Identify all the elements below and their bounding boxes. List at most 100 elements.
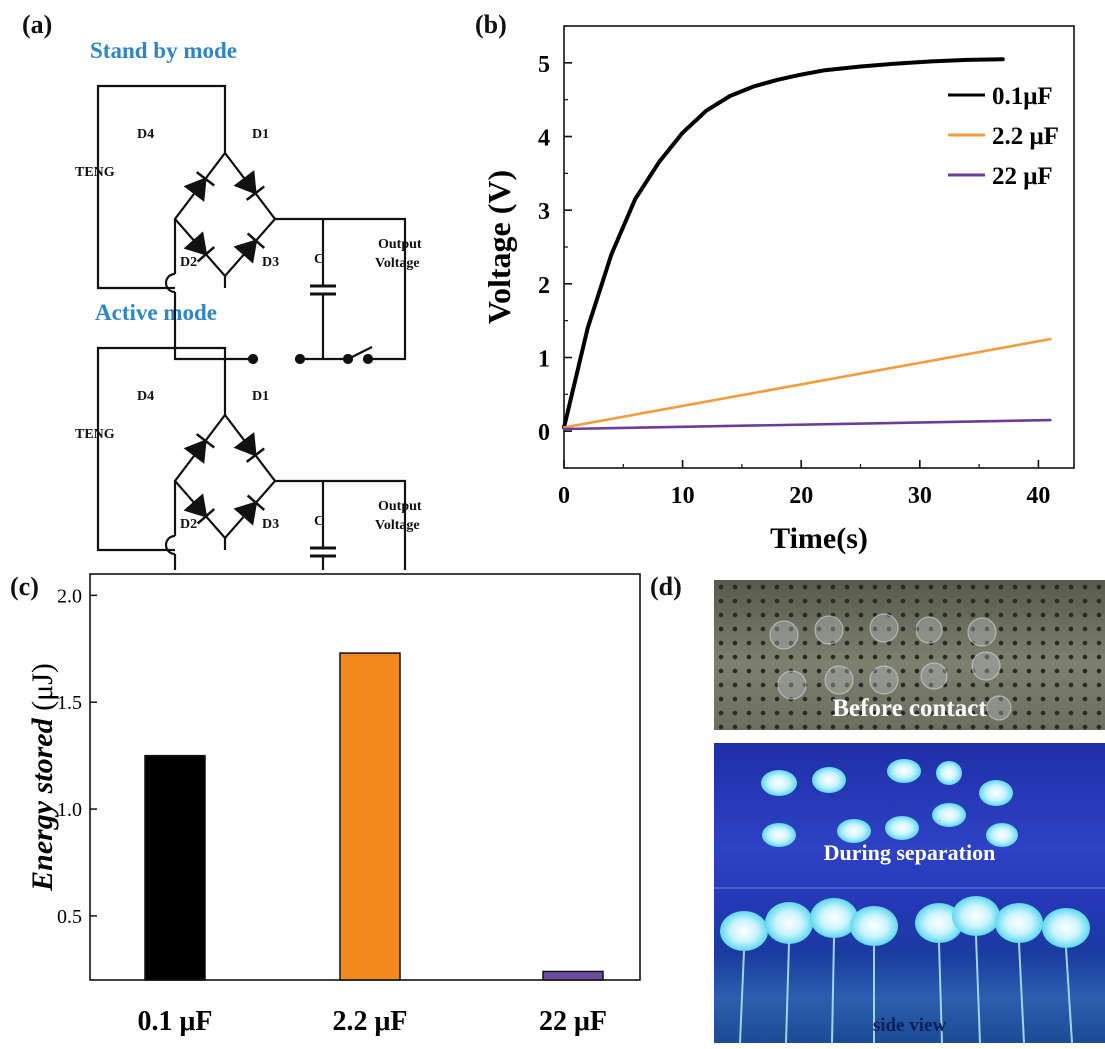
series-line-1 — [562, 337, 1052, 429]
circuit-label-d4: D4 — [137, 127, 154, 142]
diode-d4-triangle — [183, 177, 207, 202]
wire-1 — [96, 346, 227, 552]
caption-before-contact: Before contact — [832, 695, 987, 722]
bar-category-label-1: 2.2 μF — [333, 1006, 408, 1037]
circuit-label-d3: D3 — [262, 255, 279, 270]
photo-during-separation: During separation side view — [714, 743, 1105, 1043]
active-mode-title: Active mode — [95, 300, 217, 325]
x-tick-label-3: 30 — [908, 483, 932, 509]
photo-before-contact: Before contact — [714, 580, 1105, 730]
bar-1 — [339, 652, 401, 981]
circuit-label-cap: C — [314, 514, 324, 529]
bridge-rhombus — [173, 413, 277, 540]
y-tick-label-2: 2 — [538, 273, 550, 299]
standby-mode-title: Stand by mode — [90, 38, 237, 63]
bar-y-tick-label-3: 2.0 — [57, 585, 82, 607]
bar-0 — [144, 754, 206, 981]
y-tick-label-4: 4 — [538, 126, 550, 152]
legend-label-0: 0.1μF — [992, 83, 1053, 110]
bar-y-tick-label-1: 1.0 — [57, 799, 82, 821]
x-tick-label-2: 20 — [789, 483, 813, 509]
y-tick-label-3: 3 — [538, 199, 550, 225]
circuit-1 — [96, 84, 407, 365]
bar-y-tick-label-2: 1.5 — [57, 692, 82, 714]
voltage-line-chart: 0 10 20 30 40 0 1 2 3 4 5 Time(s) Voltage (V) 0.1μF 2.… — [481, 25, 1075, 555]
legend-label-1: 2.2 μF — [992, 123, 1059, 150]
diode-d1 — [233, 170, 265, 201]
diode-d3 — [233, 494, 266, 526]
wire-4 — [173, 302, 253, 361]
circuit-label-d4: D4 — [137, 389, 154, 404]
y-axis-label: Voltage (V) — [481, 170, 517, 324]
circuit-label-out1: Output — [378, 237, 422, 252]
caption-during-separation: During separation — [823, 840, 996, 865]
lit-leds — [714, 759, 1105, 1043]
diode-d1-bar — [245, 447, 265, 463]
bar-y-axis-label-unit: (μJ) — [26, 663, 59, 711]
bridge-rhombus — [173, 151, 277, 278]
switch-2-contact — [362, 353, 374, 365]
circuit-label-out1: Output — [378, 499, 422, 514]
panel-label-c: (c) — [10, 572, 39, 601]
diode-d4 — [183, 433, 215, 464]
circuit-diagrams: TENG D4 D1 D2 D3 C Output Voltage TENG D4 D1 D2 D3 C O… — [75, 84, 422, 570]
y-tick-label-1: 1 — [538, 347, 550, 373]
diode-d2 — [183, 493, 216, 525]
energy-bar-chart: 0.5 1.0 1.5 2.0 0.1 μF 2.2 μF 22 μF Energy stor… — [26, 573, 641, 1037]
circuit-label-d1: D1 — [252, 127, 269, 142]
wire-5 — [275, 217, 407, 361]
caption-side-view: side view — [872, 1015, 947, 1036]
circuit-label-d2: D2 — [180, 255, 197, 270]
diode-d1 — [233, 432, 265, 463]
circuit-2 — [96, 346, 407, 570]
diode-d1-triangle — [233, 170, 257, 195]
circuit-labels-2: TENG D4 D1 D2 D3 C Output Voltage — [75, 389, 422, 533]
diode-d4-triangle — [183, 439, 207, 464]
circuit-label-d2: D2 — [180, 517, 197, 532]
wire-5 — [275, 479, 407, 570]
switch-1-pivot — [247, 353, 259, 365]
bar-y-tick-label-0: 0.5 — [57, 906, 82, 928]
circuit-label-d1: D1 — [252, 389, 269, 404]
diode-d2-bar — [196, 508, 216, 525]
diode-d3-bar — [246, 494, 266, 511]
legend-label-2: 22 μF — [992, 163, 1053, 190]
circuit-label-out2: Voltage — [375, 256, 420, 271]
diode-d4 — [183, 171, 215, 202]
diode-d2-triangle — [183, 231, 208, 256]
circuit-label-cap: C — [314, 252, 324, 267]
x-axis-label: Time(s) — [770, 522, 868, 555]
diode-d2-triangle — [183, 493, 208, 518]
diode-d2 — [183, 231, 216, 263]
bar-category-label-0: 0.1 μF — [138, 1006, 213, 1037]
x-tick-label-1: 10 — [671, 483, 695, 509]
circuit-label-teng: TENG — [75, 427, 115, 442]
bar-y-axis-label-italic: Energy stored — [26, 711, 59, 892]
wire-crossover — [164, 534, 176, 556]
diode-d4-bar — [195, 171, 215, 187]
wire-crossover — [164, 272, 176, 294]
diode-d4-bar — [195, 433, 215, 449]
x-tick-label-0: 0 — [558, 483, 570, 509]
panel-label-a: (a) — [22, 10, 53, 39]
diode-d3-triangle — [233, 239, 258, 264]
y-tick-label-0: 0 — [538, 420, 550, 446]
diode-d3-bar — [246, 232, 266, 249]
circuit-label-teng: TENG — [75, 165, 115, 180]
diode-d1-triangle — [233, 432, 257, 457]
circuit-label-d3: D3 — [262, 517, 279, 532]
diode-d3 — [233, 232, 266, 264]
bar-2 — [542, 970, 604, 981]
wire-1 — [96, 84, 227, 290]
unlit-leds — [769, 613, 1012, 721]
series-line-0 — [562, 57, 1005, 430]
x-tick-label-4: 40 — [1026, 483, 1050, 509]
panel-label-b: (b) — [475, 10, 507, 39]
switch-2-pivot — [342, 353, 354, 365]
circuit-labels-1: TENG D4 D1 D2 D3 C Output Voltage — [75, 127, 422, 271]
panel-label-d: (d) — [650, 572, 682, 601]
diode-d3-triangle — [233, 501, 258, 526]
bar-y-axis-label: Energy stored (μJ) — [26, 663, 59, 892]
diode-d1-bar — [245, 185, 265, 201]
series-line-2 — [562, 418, 1052, 431]
